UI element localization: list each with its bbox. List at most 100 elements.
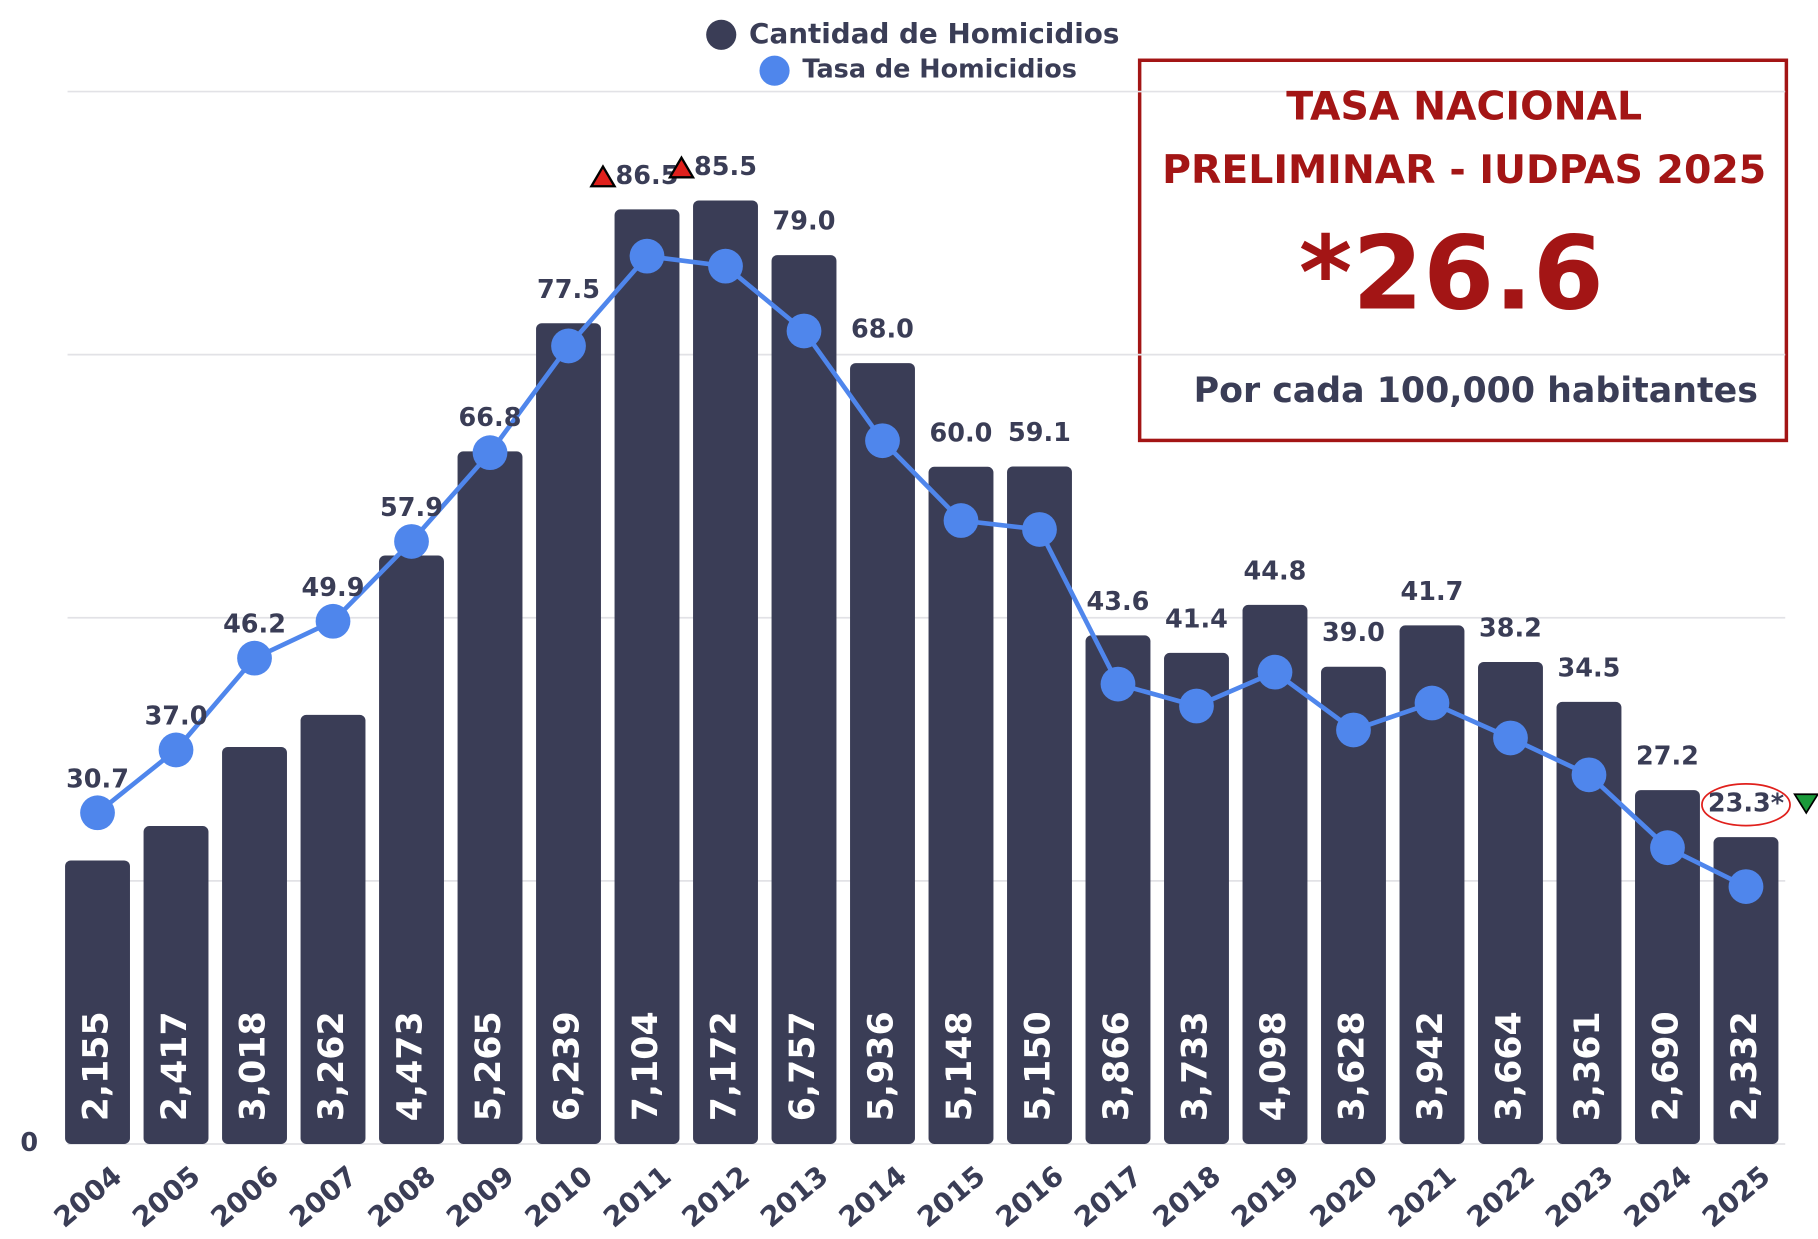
rate-point: [80, 795, 115, 831]
bar-value-label: 2,417: [155, 1011, 195, 1121]
highlight-circle: [1701, 783, 1791, 827]
x-tick-label: 2008: [362, 1159, 442, 1234]
legend-label: Tasa de Homicidios: [802, 55, 1077, 85]
highlight-symbol: [1793, 793, 1818, 815]
bar-value-label: 4,098: [1254, 1011, 1294, 1121]
x-tick-label: 2021: [1382, 1159, 1462, 1234]
rate-point: [315, 603, 351, 639]
bar-value-label: 5,148: [940, 1011, 980, 1121]
bar-value-label: 6,239: [548, 1011, 588, 1121]
rate-point: [551, 328, 586, 364]
bar: [457, 451, 523, 1144]
x-tick-label: 2014: [833, 1159, 913, 1234]
bar: [1635, 790, 1700, 1144]
rate-label: 49.9: [302, 573, 365, 603]
x-tick-label: 2010: [519, 1159, 599, 1234]
bar-value-label: 4,473: [391, 1011, 431, 1121]
rate-point: [629, 238, 665, 274]
rate-label: 77.5: [537, 275, 600, 305]
bar: [1085, 635, 1151, 1144]
rate-label: 38.2: [1479, 614, 1542, 644]
annotation-note: Por cada 100,000 habitantes: [1194, 371, 1758, 411]
rate-point: [472, 435, 508, 471]
bar-value-label: 3,733: [1175, 1011, 1215, 1121]
bar: [771, 255, 837, 1144]
annotation-title: TASA NACIONAL: [1286, 83, 1642, 129]
rate-point: [865, 423, 900, 459]
x-tick-label: 2017: [1068, 1159, 1148, 1234]
rate-label: 41.4: [1165, 604, 1228, 634]
x-tick-label: 2016: [990, 1159, 1070, 1234]
bar-value-label: 2,690: [1646, 1011, 1686, 1121]
bar-value-label: 6,757: [783, 1011, 823, 1121]
bar: [222, 746, 287, 1144]
bar-value-label: 3,628: [1332, 1011, 1372, 1121]
rate-label: 59.1: [1008, 418, 1071, 448]
bar: [536, 323, 601, 1144]
rate-point: [1257, 654, 1293, 690]
rate-point: [1728, 869, 1764, 904]
x-tick-label: 2023: [1539, 1159, 1619, 1234]
rate-label: 27.2: [1636, 742, 1699, 772]
legend-marker: [706, 19, 737, 50]
highlight-symbol: [589, 164, 617, 188]
rate-label: 23.3*: [1708, 789, 1784, 819]
x-tick-label: 2022: [1461, 1159, 1541, 1234]
bar: [614, 209, 680, 1144]
bar: [1556, 701, 1622, 1144]
rate-label: 66.8: [459, 403, 522, 433]
rate-label: 86.5: [616, 161, 679, 191]
bar: [1478, 661, 1543, 1144]
rate-point: [943, 503, 979, 538]
rate-point: [708, 248, 743, 284]
bar: [1242, 604, 1308, 1144]
bar: [1399, 625, 1465, 1144]
rate-label: 30.7: [66, 764, 129, 794]
rate-label: 41.7: [1401, 577, 1464, 607]
rate-point: [1493, 720, 1528, 756]
x-tick-label: 2006: [205, 1159, 285, 1234]
rate-label: 85.5: [694, 152, 757, 182]
rate-point: [1179, 688, 1214, 724]
rate-label: 60.0: [930, 418, 993, 448]
rate-point: [1571, 757, 1607, 793]
bar: [65, 860, 130, 1144]
rate-line: [96, 253, 1748, 889]
bar-value-label: 5,150: [1018, 1011, 1058, 1121]
rate-point: [1100, 666, 1136, 702]
x-tick-label: 2011: [597, 1159, 677, 1234]
highlight-symbol: [667, 155, 696, 179]
y-tick-label: 0: [20, 1128, 38, 1158]
bar-value-label: 7,172: [705, 1011, 745, 1121]
bar-value-label: 2,155: [77, 1011, 117, 1121]
annotation-value: *26.6: [1299, 214, 1604, 333]
x-tick-label: 2018: [1147, 1159, 1227, 1234]
x-tick-label: 2025: [1696, 1159, 1776, 1234]
rate-label: 68.0: [851, 315, 914, 345]
rate-point: [1650, 830, 1685, 866]
bar: [379, 555, 444, 1144]
bar-value-label: 2,332: [1725, 1011, 1765, 1121]
rate-label: 43.6: [1087, 587, 1150, 617]
rate-label: 79.0: [773, 207, 836, 237]
x-tick-label: 2013: [754, 1159, 834, 1234]
rate-point: [786, 313, 822, 349]
rate-point: [1414, 685, 1450, 721]
bar-value-label: 5,265: [469, 1011, 509, 1121]
bar: [850, 363, 915, 1144]
x-tick-label: 2020: [1304, 1159, 1384, 1234]
bar: [143, 826, 209, 1144]
annotation-box: [1137, 58, 1789, 443]
x-tick-label: 2015: [911, 1159, 991, 1234]
rate-point: [394, 524, 429, 559]
rate-label: 44.8: [1244, 556, 1307, 586]
bar: [1713, 837, 1779, 1144]
bar: [928, 466, 994, 1144]
rate-point: [1336, 712, 1371, 748]
rate-label: 34.5: [1558, 653, 1621, 683]
x-tick-label: 2024: [1617, 1159, 1697, 1234]
x-tick-label: 2005: [126, 1159, 206, 1234]
rate-label: 37.0: [145, 701, 208, 731]
bar: [1321, 666, 1386, 1144]
